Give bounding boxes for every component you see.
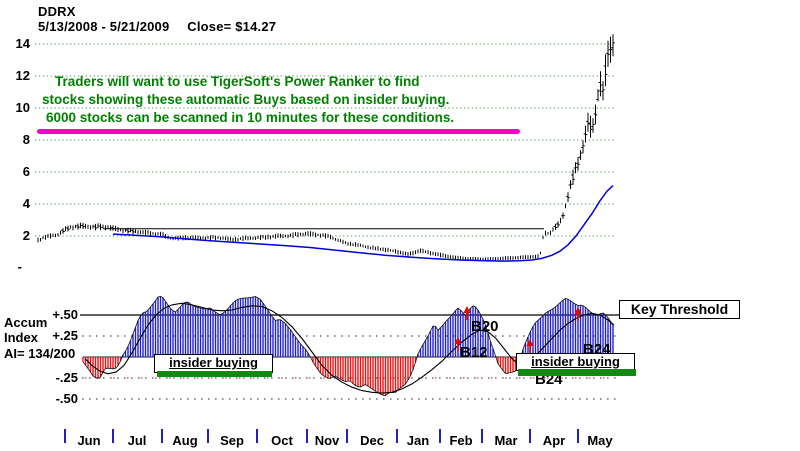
price-axis-label: 6 — [22, 164, 30, 179]
month-label-oct: Oct — [271, 433, 293, 448]
month-label-feb: Feb — [449, 433, 473, 448]
price-axis-label: 2 — [22, 228, 30, 243]
price-axis-label: 14 — [15, 36, 30, 51]
accum-label-line3: AI= 134/200 — [4, 346, 76, 361]
annotation-line-1: Traders will want to use TigerSoft's Pow… — [55, 74, 420, 89]
month-label-nov: Nov — [314, 433, 340, 448]
price-ohlc-bars — [37, 34, 615, 262]
accum-label-line2: Index — [4, 330, 38, 345]
month-label-aug: Aug — [172, 433, 198, 448]
indicator-axis-label: -.25 — [55, 370, 78, 385]
price-axis-label: 8 — [22, 132, 30, 147]
green-underline-1 — [157, 371, 272, 377]
month-label-sep: Sep — [220, 433, 244, 448]
price-moving-average-line — [112, 185, 614, 262]
month-label-jun: Jun — [77, 433, 101, 448]
accum-index-histogram — [82, 296, 614, 396]
buy-signal-arrows — [454, 306, 582, 353]
green-underline-2 — [518, 369, 636, 376]
close-value: Close= $14.27 — [187, 19, 277, 34]
date-range-row: 5/13/2008 - 5/21/2009 Close= $14.27 — [38, 19, 276, 34]
symbol-title: DDRX — [38, 4, 76, 19]
indicator-axis-label: -.50 — [55, 391, 78, 406]
accum-label-line1: Accum — [4, 315, 48, 330]
price-axis-zero-dash: - — [17, 259, 22, 274]
date-range: 5/13/2008 - 5/21/2009 — [38, 19, 170, 34]
indicator-axis-label: +.50 — [52, 307, 78, 322]
month-axis-ticks — [64, 429, 579, 443]
insider-buying-box-1: insider buying — [154, 354, 273, 373]
insider-buying-box-2: insider buying — [516, 353, 635, 371]
marker-b20: B20 — [471, 318, 499, 335]
month-label-jul: Jul — [127, 433, 147, 448]
key-threshold-box: Key Threshold — [619, 300, 740, 319]
month-label-may: May — [587, 433, 613, 448]
magenta-underline — [37, 129, 520, 134]
marker-b12: B12 — [460, 344, 488, 361]
price-axis-label: 4 — [22, 196, 30, 211]
price-gridlines — [35, 43, 616, 237]
annotation-line-2: stocks showing these automatic Buys base… — [42, 92, 450, 107]
month-label-dec: Dec — [360, 433, 384, 448]
histogram-outline — [82, 295, 614, 397]
price-axis-label: 10 — [15, 100, 30, 115]
price-axis-label: 12 — [15, 68, 30, 83]
month-label-apr: Apr — [542, 433, 566, 448]
indicator-axis-label: +.25 — [52, 328, 78, 343]
month-label-mar: Mar — [494, 433, 518, 448]
annotation-line-3: 6000 stocks can be scanned in 10 minutes… — [46, 110, 455, 125]
month-label-jan: Jan — [406, 433, 430, 448]
